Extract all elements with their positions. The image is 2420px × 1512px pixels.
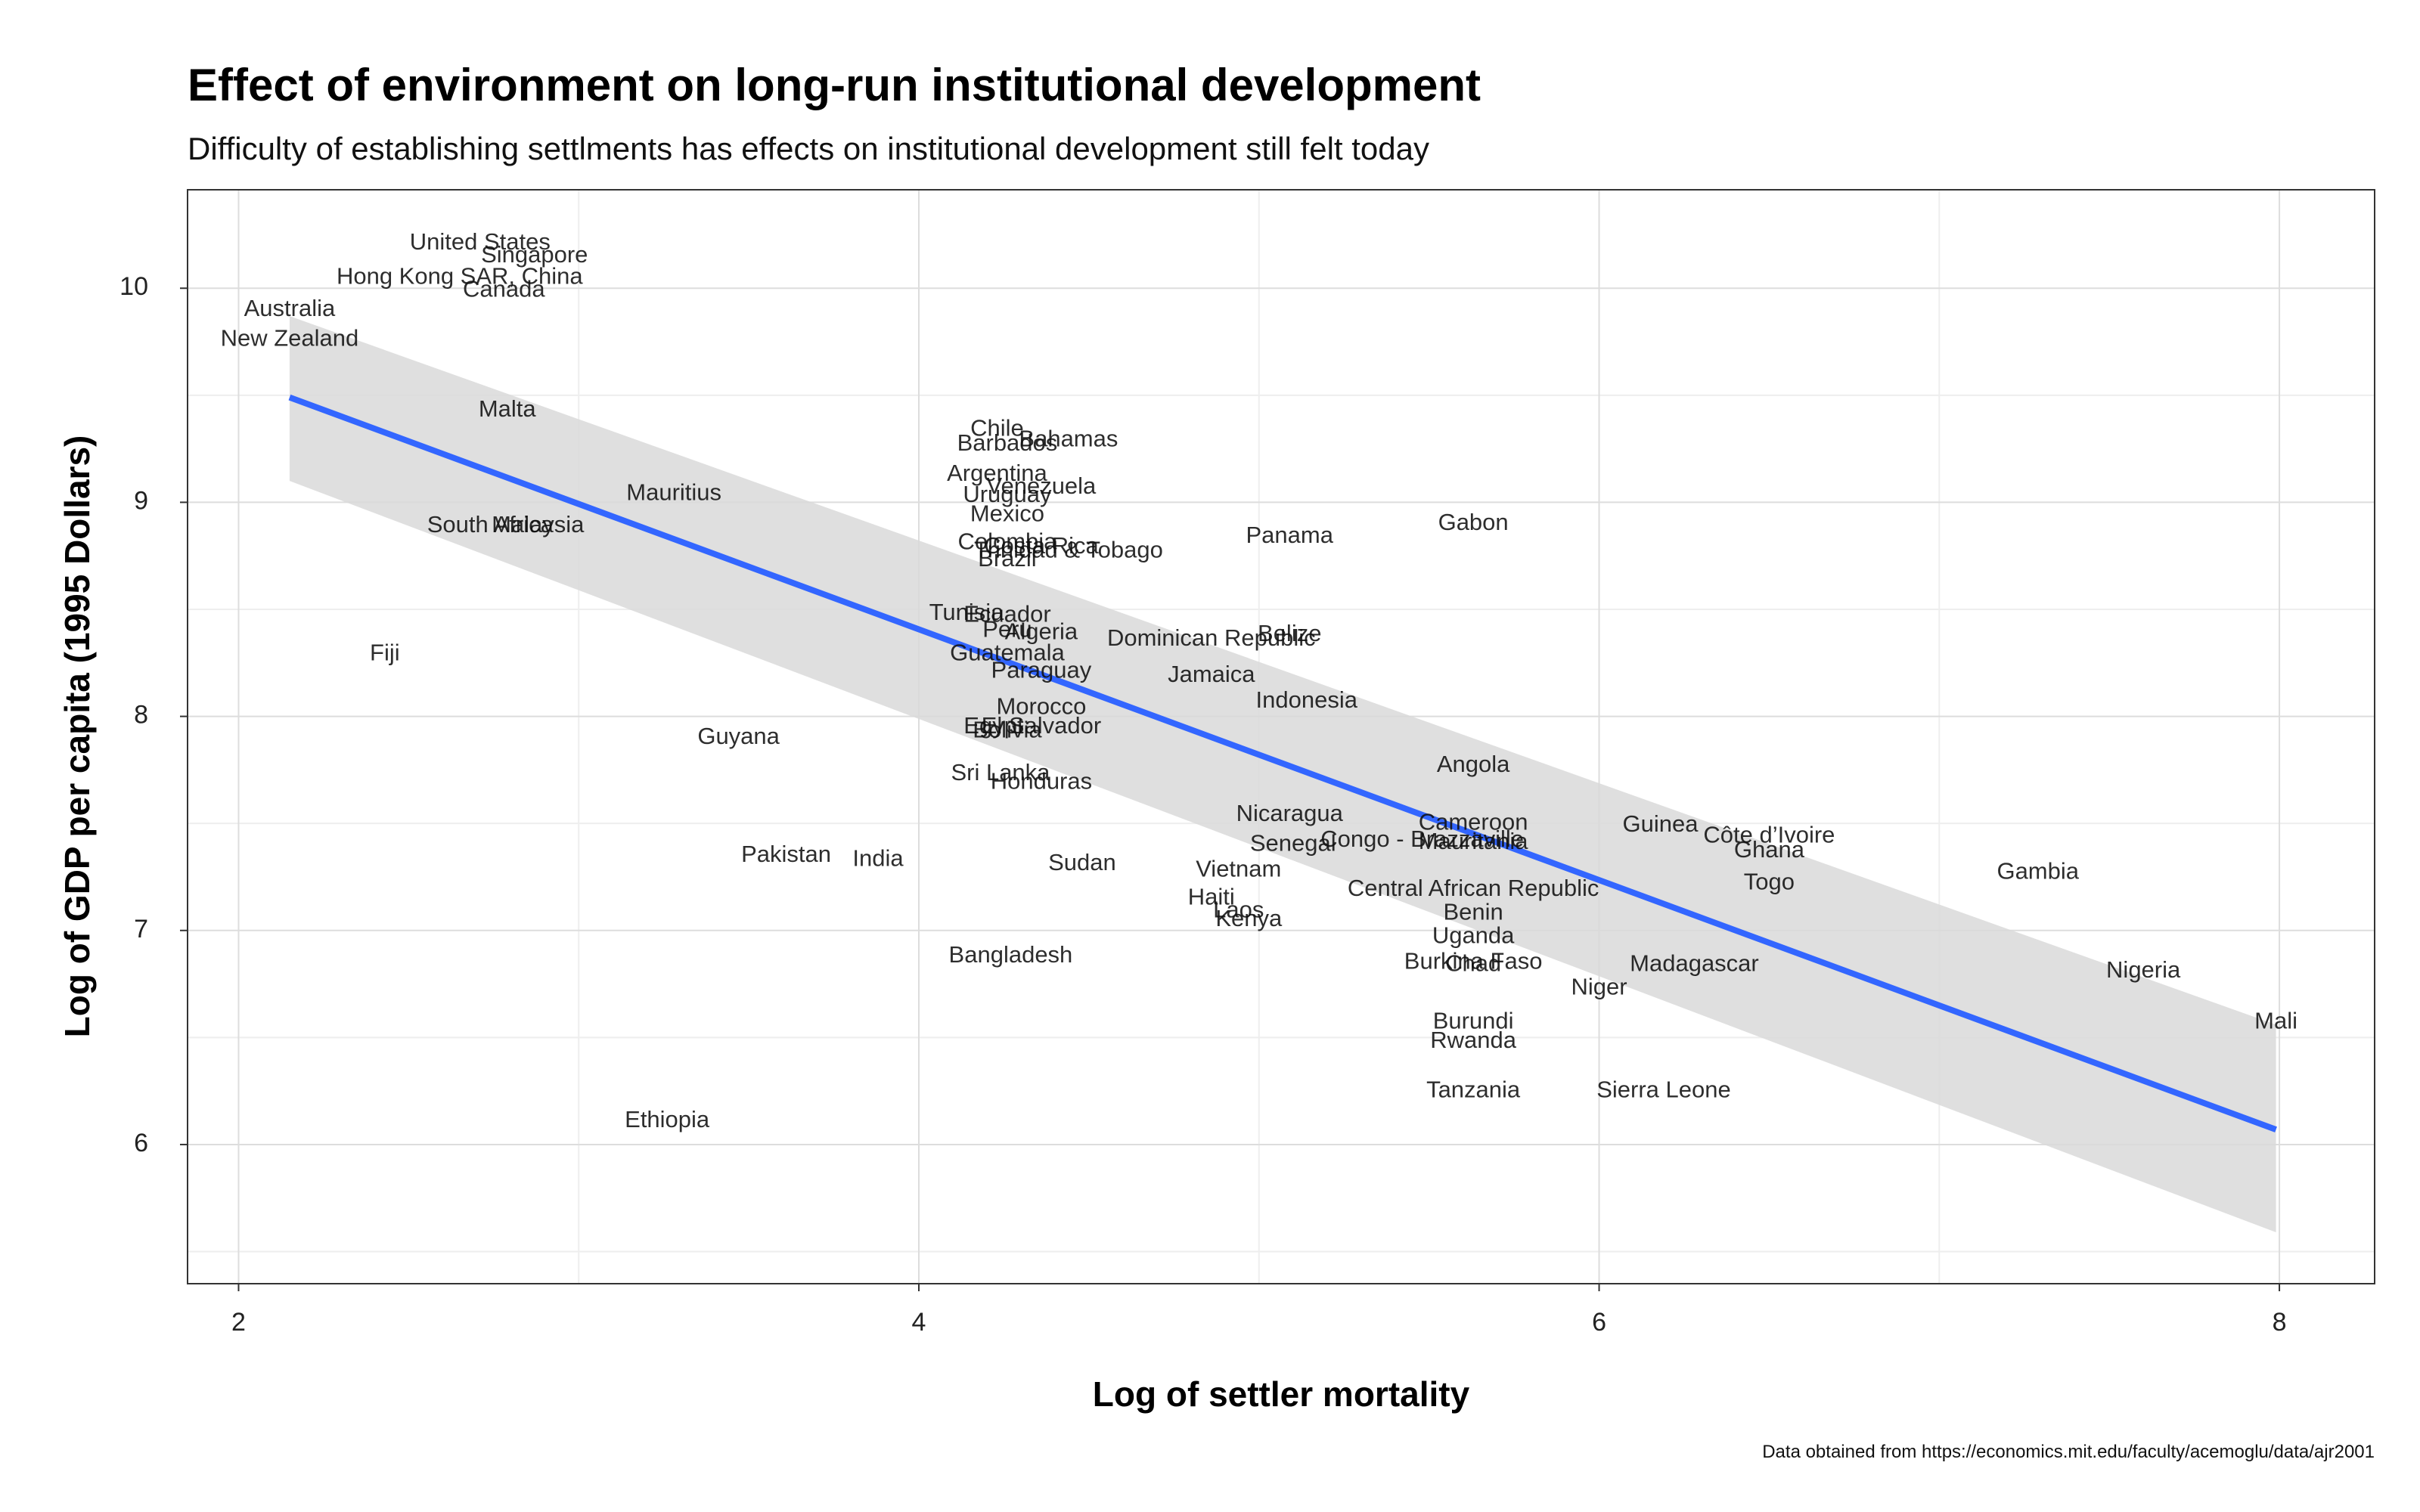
- trend-line: [288, 394, 2277, 1132]
- x-tick-label: 8: [2273, 1308, 2287, 1337]
- country-label: Mexico: [970, 500, 1044, 527]
- country-label: Gambia: [1996, 858, 2079, 885]
- country-label: Australia: [244, 295, 336, 321]
- country-label: Bolivia: [973, 717, 1042, 743]
- country-label: United States: [410, 228, 551, 255]
- y-tick-label: 7: [134, 915, 148, 943]
- country-label: Central African Republic: [1348, 875, 1599, 901]
- country-label: Mali: [2254, 1008, 2297, 1034]
- country-label: Egypt: [963, 712, 1024, 739]
- country-label: Ghana: [1734, 836, 1805, 863]
- panel-border: [187, 189, 2375, 1284]
- x-tick-label: 2: [231, 1308, 246, 1337]
- country-label: Peru: [982, 616, 1032, 643]
- country-label: Guyana: [697, 723, 780, 749]
- country-label: Bahamas: [1019, 425, 1118, 451]
- country-label: Venezuela: [987, 472, 1097, 499]
- y-axis-title: Log of GDP per capita (1995 Dollars): [57, 435, 97, 1038]
- trend-line-group: [288, 394, 2277, 1132]
- country-label: Barbados: [957, 429, 1058, 456]
- country-label: Madagascar: [1630, 950, 1759, 976]
- country-label: Morocco: [996, 692, 1086, 719]
- country-label: Uruguay: [963, 481, 1052, 507]
- country-label: Canada: [463, 275, 545, 302]
- country-label: Burundi: [1433, 1008, 1514, 1034]
- axes: 2 4 6 8 6 7 8 9 10: [119, 272, 2286, 1337]
- country-label: Dominican Republic: [1107, 624, 1316, 651]
- y-tick-label: 8: [134, 701, 148, 730]
- country-label: Nigeria: [2106, 956, 2181, 983]
- country-label: Pakistan: [741, 841, 831, 867]
- country-label: Tanzania: [1426, 1076, 1521, 1102]
- confidence-band-group: [289, 316, 2276, 1233]
- country-label: Costa Rica: [984, 532, 1099, 559]
- country-label: Trinidad & Tobago: [974, 537, 1163, 563]
- country-label: Laos: [1213, 896, 1264, 922]
- country-label: Singapore: [481, 241, 588, 268]
- country-label: Niger: [1571, 973, 1627, 999]
- country-label: Malaysia: [492, 511, 585, 538]
- country-label: Ecuador: [963, 601, 1050, 627]
- country-label: Burkina Faso: [1404, 947, 1543, 974]
- country-label: India: [852, 845, 904, 872]
- country-label: Senegal: [1250, 830, 1336, 857]
- country-label: Belize: [1258, 620, 1321, 646]
- country-label: Hong Kong SAR, China: [337, 262, 583, 289]
- country-label: Fiji: [370, 640, 400, 666]
- chart-title: Effect of environment on long-run instit…: [188, 60, 1481, 110]
- country-label: Cameroon: [1419, 808, 1528, 835]
- x-tick-label: 4: [912, 1308, 926, 1337]
- confidence-band: [289, 316, 2276, 1233]
- country-label: South Africa: [427, 511, 554, 538]
- x-tick-label: 6: [1592, 1308, 1606, 1337]
- country-label: Guatemala: [950, 640, 1065, 666]
- country-label: Paraguay: [991, 656, 1092, 683]
- country-label: Brazil: [978, 545, 1037, 572]
- country-label: Algeria: [1005, 618, 1078, 644]
- country-label: Indonesia: [1256, 686, 1358, 713]
- country-label: Chad: [1445, 950, 1501, 976]
- y-tick-label: 9: [134, 486, 148, 515]
- country-label: Chile: [970, 414, 1024, 441]
- country-label: Guinea: [1623, 810, 1699, 837]
- country-label: Togo: [1744, 869, 1795, 895]
- country-label: Argentina: [947, 460, 1047, 486]
- chart-subtitle: Difficulty of establishing settlments ha…: [188, 131, 1429, 166]
- country-label: New Zealand: [221, 324, 359, 351]
- country-label: Angola: [1437, 751, 1510, 777]
- country-label: Honduras: [991, 768, 1092, 795]
- country-label: Nicaragua: [1236, 800, 1344, 826]
- country-label: Mauritius: [626, 479, 721, 505]
- country-label: Jamaica: [1168, 661, 1255, 687]
- country-label: Côte d’Ivoire: [1703, 821, 1835, 847]
- country-label: Congo - Brazzaville: [1320, 826, 1524, 852]
- y-tick-label: 10: [119, 272, 148, 301]
- country-label: Kenya: [1215, 905, 1283, 931]
- country-label: Sri Lanka: [951, 759, 1050, 785]
- country-label: Tunisia: [929, 599, 1005, 625]
- country-label: Haiti: [1188, 883, 1235, 909]
- country-label: Gabon: [1438, 509, 1509, 535]
- country-label: Vietnam: [1196, 856, 1281, 882]
- country-label: Uganda: [1432, 922, 1515, 948]
- country-label: Ethiopia: [625, 1106, 710, 1132]
- y-tick-label: 6: [134, 1129, 148, 1157]
- country-label: Sudan: [1048, 849, 1116, 875]
- country-label: Malta: [479, 395, 537, 422]
- country-label: Rwanda: [1430, 1027, 1516, 1053]
- country-label: Mauritania: [1419, 828, 1528, 854]
- country-label: Bangladesh: [949, 941, 1073, 968]
- x-axis-title: Log of settler mortality: [1093, 1374, 1470, 1414]
- country-label: Colombia: [957, 528, 1057, 554]
- country-label: Sierra Leone: [1596, 1076, 1731, 1102]
- chart-caption: Data obtained from https://economics.mit…: [1762, 1442, 2375, 1462]
- country-label: Benin: [1443, 898, 1503, 925]
- country-label: El Salvador: [982, 712, 1102, 739]
- country-label: Panama: [1246, 522, 1334, 548]
